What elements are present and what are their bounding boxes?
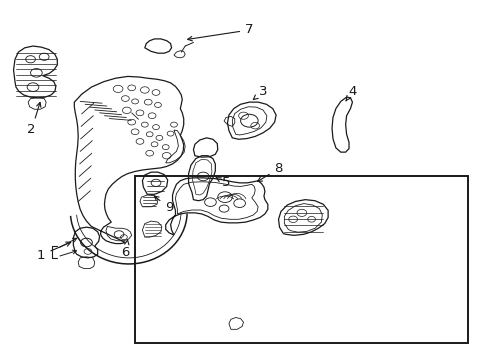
Text: 1: 1 — [37, 242, 70, 261]
Text: 9: 9 — [154, 196, 173, 214]
Text: 5: 5 — [216, 176, 230, 189]
Text: 8: 8 — [257, 162, 282, 181]
Text: 2: 2 — [27, 102, 41, 136]
Text: 7: 7 — [187, 23, 253, 41]
Text: 3: 3 — [253, 85, 266, 100]
Text: 4: 4 — [346, 85, 356, 101]
Text: 6: 6 — [121, 240, 129, 258]
Bar — [135, 176, 467, 342]
